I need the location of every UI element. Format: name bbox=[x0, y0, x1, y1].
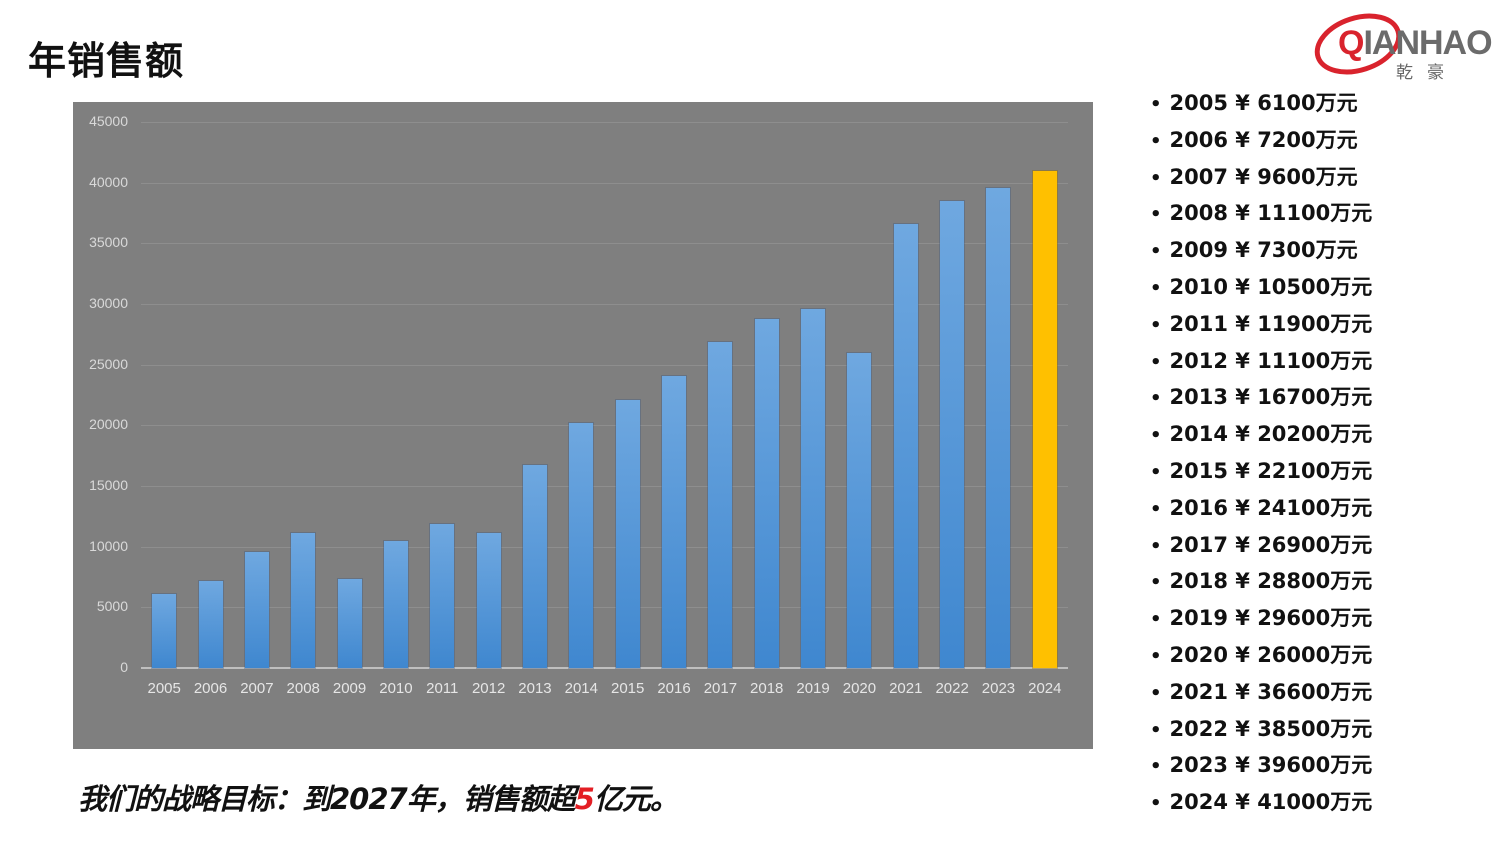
bar-2011 bbox=[430, 523, 455, 668]
x-tick-label: 2024 bbox=[1028, 680, 1062, 697]
x-tick-label: 2007 bbox=[240, 680, 274, 697]
x-tick-label: 2012 bbox=[471, 680, 506, 697]
list-item: 2022 ¥ 38500万元 bbox=[1150, 714, 1373, 751]
yearly-sales-list: 2005 ¥ 6100万元2006 ¥ 7200万元2007 ¥ 9600万元2… bbox=[1150, 88, 1373, 824]
sales-bar-chart: 0 5000 10000 15000 20000 25000 30000 35000 40000… bbox=[73, 102, 1093, 749]
bar-2023 bbox=[986, 187, 1011, 668]
gridline bbox=[141, 122, 1068, 123]
bar-2006 bbox=[198, 580, 223, 668]
list-item: 2024 ¥ 41000万元 bbox=[1150, 787, 1373, 824]
bar-2013 bbox=[522, 465, 547, 668]
list-item: 2021 ¥ 36600万元 bbox=[1150, 677, 1373, 714]
bar-2014 bbox=[569, 422, 594, 668]
x-tick-label: 2013 bbox=[518, 680, 552, 697]
x-tick-label: 2015 bbox=[610, 680, 645, 697]
bar-2005 bbox=[152, 594, 177, 668]
strategic-goal: 我们的战略目标：到2027年，销售额超5亿元。 bbox=[78, 776, 679, 818]
x-tick-label: 2005 bbox=[147, 680, 181, 697]
gridline bbox=[141, 546, 1068, 548]
bar-2010 bbox=[383, 540, 408, 668]
x-tick-label: 2008 bbox=[286, 680, 320, 697]
gridline bbox=[141, 425, 1068, 427]
list-item: 2012 ¥ 11100万元 bbox=[1150, 346, 1373, 383]
x-tick-label: 2018 bbox=[750, 680, 784, 697]
logo-q: Q bbox=[1338, 24, 1364, 62]
bar-2024 bbox=[1032, 170, 1057, 668]
bar-2016 bbox=[662, 375, 687, 668]
list-item: 2011 ¥ 11900万元 bbox=[1150, 309, 1373, 346]
bar-2022 bbox=[940, 200, 965, 668]
bar-2019 bbox=[801, 308, 826, 668]
bar-2021 bbox=[893, 223, 918, 668]
goal-suffix: 亿元。 bbox=[593, 782, 679, 816]
bar-2009 bbox=[337, 579, 362, 668]
y-tick-label: 10000 bbox=[89, 537, 128, 554]
bar-2008 bbox=[291, 533, 316, 668]
x-tick-label: 2011 bbox=[426, 680, 459, 697]
list-item: 2005 ¥ 6100万元 bbox=[1150, 88, 1372, 125]
gridline bbox=[141, 243, 1068, 245]
bar-2015 bbox=[615, 399, 640, 668]
list-item: 2018 ¥ 28800万元 bbox=[1150, 566, 1373, 603]
list-item: 2020 ¥ 26000万元 bbox=[1150, 640, 1373, 677]
list-item: 2008 ¥ 11100万元 bbox=[1150, 198, 1373, 235]
y-tick-label: 45000 bbox=[89, 113, 128, 129]
list-item: 2017 ¥ 26900万元 bbox=[1150, 530, 1373, 567]
list-item: 2009 ¥ 7300万元 bbox=[1150, 235, 1372, 272]
company-logo: QIANHAO 乾豪 bbox=[1308, 4, 1493, 84]
goal-prefix: 我们的战略目标：到2027年，销售额超 bbox=[78, 782, 576, 816]
x-tick-label: 2023 bbox=[981, 680, 1016, 697]
bar-2018 bbox=[754, 318, 779, 668]
list-item: 2014 ¥ 20200万元 bbox=[1150, 419, 1373, 456]
y-tick-label: 35000 bbox=[89, 234, 128, 251]
list-item: 2023 ¥ 39600万元 bbox=[1150, 750, 1373, 787]
gridline bbox=[141, 364, 1068, 366]
page-title: 年销售额 bbox=[28, 39, 185, 83]
x-tick-label: 2016 bbox=[657, 680, 691, 697]
x-tick-label: 2009 bbox=[332, 680, 367, 697]
goal-highlight: 5 bbox=[574, 782, 595, 816]
y-tick-label: 0 bbox=[120, 659, 128, 675]
x-tick-label: 2021 bbox=[889, 680, 923, 697]
logo-wordmark: IANHAO bbox=[1363, 24, 1492, 62]
list-item: 2007 ¥ 9600万元 bbox=[1150, 162, 1372, 199]
bar-2007 bbox=[244, 551, 269, 668]
gridline bbox=[141, 304, 1068, 305]
x-tick-label: 2019 bbox=[796, 680, 830, 697]
gridline bbox=[141, 486, 1068, 487]
list-item: 2010 ¥ 10500万元 bbox=[1150, 272, 1373, 309]
x-tick-label: 2017 bbox=[703, 680, 738, 697]
bar-2017 bbox=[708, 341, 733, 668]
list-item: 2006 ¥ 7200万元 bbox=[1150, 125, 1372, 162]
gridline bbox=[141, 607, 1068, 609]
list-item: 2016 ¥ 24100万元 bbox=[1150, 493, 1373, 530]
y-tick-label: 40000 bbox=[89, 173, 128, 190]
x-tick-label: 2006 bbox=[193, 680, 228, 697]
y-tick-label: 15000 bbox=[89, 477, 128, 493]
y-tick-label: 25000 bbox=[89, 355, 128, 372]
x-tick-label: 2022 bbox=[935, 680, 969, 697]
gridline bbox=[141, 182, 1068, 184]
logo-swoosh-icon bbox=[1314, 13, 1402, 75]
y-tick-label: 20000 bbox=[89, 416, 128, 433]
logo-chinese: 乾豪 bbox=[1396, 63, 1458, 83]
x-tick-label: 2020 bbox=[842, 680, 877, 697]
y-tick-label: 5000 bbox=[96, 598, 128, 615]
x-axis-line bbox=[141, 667, 1068, 669]
bar-2020 bbox=[847, 352, 872, 668]
list-item: 2013 ¥ 16700万元 bbox=[1150, 382, 1373, 419]
list-item: 2019 ¥ 29600万元 bbox=[1150, 603, 1373, 640]
y-tick-label: 30000 bbox=[89, 295, 128, 311]
x-tick-label: 2010 bbox=[379, 680, 413, 697]
x-tick-label: 2014 bbox=[564, 680, 598, 697]
bar-2012 bbox=[476, 533, 501, 668]
list-item: 2015 ¥ 22100万元 bbox=[1150, 456, 1373, 493]
